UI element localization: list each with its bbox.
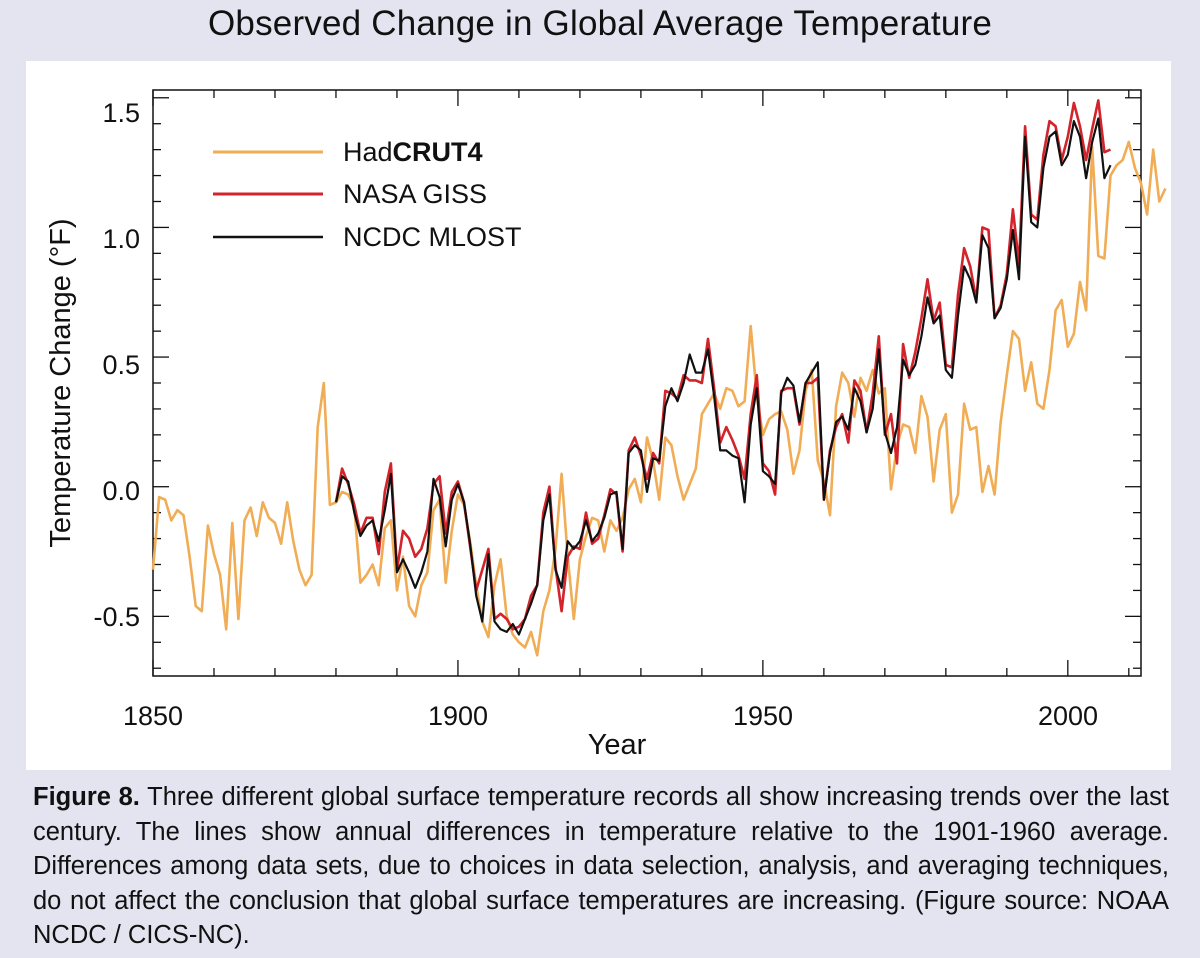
y-tick-label: 1.5 — [102, 98, 140, 128]
x-tick-label: 1850 — [123, 701, 183, 731]
y-tick-label: -0.5 — [93, 602, 140, 632]
temperature-chart: -0.5 0.0 0.5 1.0 1.5 1850 1900 1950 2000… — [45, 89, 1167, 761]
caption-text: Three different global surface temperatu… — [33, 783, 1169, 949]
axis-ticks — [152, 90, 1141, 676]
legend: HadCRUT4 NASA GISS NCDC MLOST — [213, 137, 522, 252]
plot-panel — [26, 61, 1171, 770]
x-tick-label: 1950 — [733, 701, 793, 731]
chart-title: Observed Change in Global Average Temper… — [207, 4, 993, 43]
x-tick-label: 1900 — [428, 701, 488, 731]
x-axis-label: Year — [588, 729, 647, 761]
y-tick-label: 1.0 — [102, 224, 140, 254]
plot-frame — [152, 89, 1142, 677]
figure-caption: Figure 8. Three different global surface… — [33, 780, 1169, 953]
legend-label-ncdc-mlost: NCDC MLOST — [343, 222, 522, 252]
y-axis-label: Temperature Change (°F) — [45, 218, 77, 547]
legend-label-hadcrut4: HadCRUT4 — [343, 137, 483, 167]
series-line-hadcrut4 — [151, 140, 1167, 657]
legend-label-nasa-giss: NASA GISS — [343, 179, 487, 209]
y-tick-label: 0.0 — [102, 476, 140, 506]
series-line-ncdc-mlost — [334, 117, 1112, 636]
caption-label: Figure 8. — [33, 783, 140, 811]
y-tick-labels: -0.5 0.0 0.5 1.0 1.5 — [93, 98, 140, 632]
x-tick-label: 2000 — [1038, 701, 1098, 731]
series-layer — [151, 99, 1167, 657]
y-tick-label: 0.5 — [102, 350, 140, 380]
x-tick-labels: 1850 1900 1950 2000 — [123, 701, 1098, 731]
